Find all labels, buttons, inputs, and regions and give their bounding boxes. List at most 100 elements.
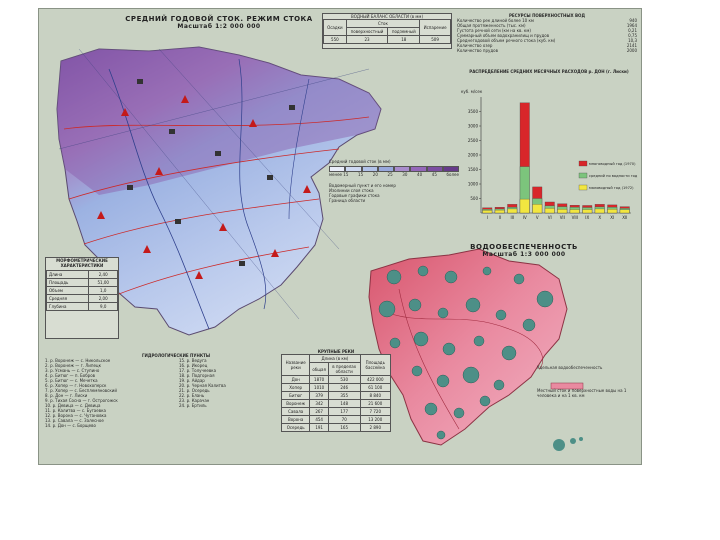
rivers-cell: 165 bbox=[327, 423, 361, 432]
runoff-scale-labels: менее 15 15 20 25 30 40 45 более bbox=[329, 172, 459, 177]
legend-label: средний по водности год bbox=[589, 174, 638, 178]
bar-2 bbox=[532, 204, 543, 214]
station-item: 23. р. Карачан bbox=[179, 398, 210, 403]
rivers-row: Осередь 191 165 2 890 bbox=[280, 423, 392, 432]
resource-label: Количество прудов bbox=[457, 48, 498, 53]
morph-panel: МОРФОМЕТРИЧЕСКИЕ ХАРАКТЕРИСТИКИ Длина 2,4… bbox=[45, 257, 119, 339]
rivers-row: Хопер 1010 246 61 100 bbox=[280, 383, 392, 392]
legend-circles bbox=[553, 437, 583, 451]
hydrograph-icons bbox=[127, 79, 295, 266]
y-tick-label: 500 bbox=[470, 196, 478, 201]
y-tick-label: 1000 bbox=[468, 182, 479, 187]
resource-value: 2141 bbox=[626, 43, 637, 48]
resource-label: Общая протяженность (тыс. км) bbox=[457, 23, 526, 28]
rivers-cell: 342 bbox=[309, 399, 329, 408]
runoff-scale bbox=[329, 166, 459, 172]
rivers-cell: 422 000 bbox=[359, 375, 392, 384]
rivers-panel: КРУПНЫЕ РЕКИ Название реки Длина (в км) Пл… bbox=[280, 349, 392, 457]
rivers-head-name: Название реки bbox=[280, 354, 311, 376]
station-item: 2. р. Воронеж — г. Липецк bbox=[45, 363, 102, 368]
x-tick-label: VII bbox=[560, 215, 565, 220]
runoff-scale-label: 45 bbox=[431, 172, 437, 177]
x-tick-label: V bbox=[536, 215, 539, 220]
runoff-scale-swatch bbox=[329, 166, 346, 172]
morph-row: Объем 1,0 bbox=[45, 286, 118, 295]
resource-label: Среднегодовой объем речного стока (куб. … bbox=[457, 38, 556, 43]
station-item: 10. р. Девица — с. Девица bbox=[45, 403, 101, 408]
resource-label: Количество рек длиной более 10 км bbox=[457, 18, 534, 23]
rivers-cell: 530 bbox=[327, 375, 361, 384]
legend-swatch bbox=[578, 160, 588, 167]
station-item: 16. р. Икорец bbox=[179, 363, 208, 368]
runoff-scale-swatch bbox=[377, 166, 394, 172]
station-item: 5. р. Битюг — с. Мечетка bbox=[45, 378, 98, 383]
stations-list-right: 15. р. Ведуга 16. р. Икорец 17. р. Толучее… bbox=[179, 358, 307, 428]
left-map-title-text: СРЕДНИЙ ГОДОВОЙ СТОК. РЕЖИМ СТОКА bbox=[125, 15, 313, 23]
rivers-cell: 246 bbox=[327, 383, 361, 392]
rivers-row: Дон 1870 530 422 000 bbox=[280, 375, 392, 384]
rivers-cell: 8 840 bbox=[359, 391, 392, 400]
rivers-subhead: общая bbox=[309, 362, 329, 376]
rivers-row: Савала 267 177 7 720 bbox=[280, 407, 392, 416]
wb-value: 550 bbox=[323, 35, 347, 44]
morph-label: Глубина bbox=[45, 302, 90, 311]
rivers-cell: Воронеж bbox=[280, 399, 311, 408]
station-item: 22. р. Елань bbox=[179, 393, 205, 398]
station-item: 7. р. Хопер — с. Бесплемяновский bbox=[45, 388, 117, 393]
wb-value: 23 bbox=[345, 35, 389, 44]
right-map-title-text: ВОДООБЕСПЕЧЕННОСТЬ bbox=[470, 243, 578, 251]
rivers-cell: Осередь bbox=[280, 423, 311, 432]
y-tick-label: 2000 bbox=[468, 153, 479, 158]
rivers-row: Воронеж 342 148 21 600 bbox=[280, 399, 392, 408]
y-tick-label: 3000 bbox=[468, 124, 479, 129]
morph-row: Глубина 9,0 bbox=[45, 302, 118, 311]
wb-head-evap: Испарение bbox=[419, 19, 451, 36]
resource-label: Суммарный объем водохранилищ и прудов bbox=[457, 33, 550, 38]
rivers-title: КРУПНЫЕ РЕКИ bbox=[317, 349, 355, 354]
morph-value: 2,00 bbox=[88, 294, 118, 303]
runoff-scale-label: менее 15 bbox=[329, 172, 349, 177]
rivers-subhead: в пределах области bbox=[327, 362, 361, 376]
runoff-scale-swatch bbox=[442, 166, 459, 172]
station-item: 21. р. Осередь bbox=[179, 388, 210, 393]
station-item: 9. р. Тихая Сосна — г. Острогожск bbox=[45, 398, 118, 403]
legend-note: Водомерный пункт и его номер bbox=[329, 183, 396, 188]
morph-value: 2,40 bbox=[88, 270, 118, 279]
bar-2 bbox=[619, 209, 630, 214]
rivers-cell: 379 bbox=[309, 391, 329, 400]
supply-circles bbox=[378, 265, 554, 440]
wb-value: 18 bbox=[387, 35, 421, 44]
station-item: 8. р. Дон — г. Лиски bbox=[45, 393, 88, 398]
y-tick-label: 1500 bbox=[468, 167, 479, 172]
supply-legend-title: Удельная водообеспеченность bbox=[537, 365, 603, 370]
bar-2 bbox=[557, 209, 568, 214]
stations-panel: ГИДРОЛОГИЧЕСКИЕ ПУНКТЫ 1. р. Воронеж — с… bbox=[45, 353, 307, 457]
resource-row: Суммарный объем водохранилищ и прудов 0,7… bbox=[457, 33, 637, 38]
bar-2 bbox=[594, 208, 605, 214]
rivers-row: Ворона 454 70 13 200 bbox=[280, 415, 392, 424]
water-balance-table: Осадки Сток Испарение поверхностный подз… bbox=[323, 19, 451, 44]
rivers-cell: 191 bbox=[309, 423, 329, 432]
runoff-scale-swatch bbox=[361, 166, 378, 172]
resource-value: 0,21 bbox=[628, 28, 637, 33]
rivers-cell: 13 200 bbox=[359, 415, 392, 424]
resource-value: 940 bbox=[629, 18, 637, 23]
legend-label: многоводный год (1970) bbox=[589, 162, 636, 166]
runoff-legend: Средний годовой сток (в мм) менее 15 15 20… bbox=[329, 159, 459, 249]
runoff-scale-label: 15 bbox=[358, 172, 364, 177]
station-item: 3. р. Усмань — с. Ступино bbox=[45, 368, 100, 373]
right-map-scale: Масштаб 1:3 000 000 bbox=[482, 251, 566, 258]
wb-sub-ground: подземный bbox=[387, 27, 421, 36]
runoff-scale-swatch bbox=[394, 166, 411, 172]
runoff-legend-title: Средний годовой сток (в мм) bbox=[329, 159, 391, 164]
wb-sub-surface: поверхностный bbox=[345, 27, 389, 36]
left-region-shape bbox=[56, 46, 382, 336]
legend-note: Годовые графики стока bbox=[329, 193, 380, 198]
rivers-cell: 7 720 bbox=[359, 407, 392, 416]
x-tick-label: XI bbox=[610, 215, 614, 220]
legend-note: Граница области bbox=[329, 198, 366, 203]
x-tick-label: VIII bbox=[572, 215, 578, 220]
runoff-scale-label: более bbox=[446, 172, 459, 177]
monthly-chart-panel: РАСПРЕДЕЛЕНИЕ СРЕДНИХ МЕСЯЧНЫХ РАСХОДОВ … bbox=[459, 69, 639, 234]
